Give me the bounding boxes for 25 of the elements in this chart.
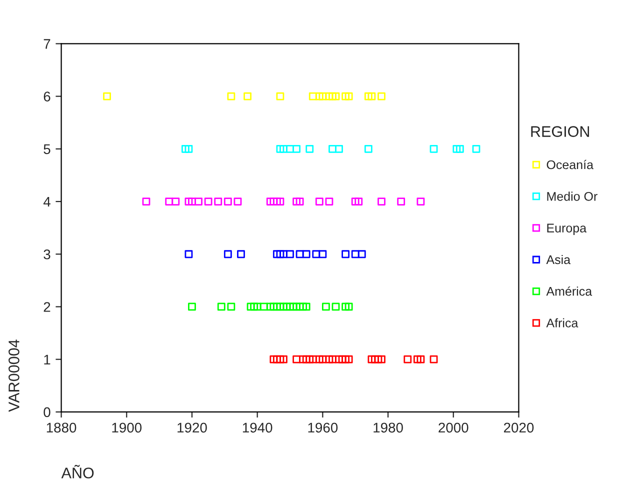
y-tick-label: 1 xyxy=(44,354,50,364)
y-axis-title: VAR00004 xyxy=(8,340,20,412)
x-tick-label: 1920 xyxy=(178,422,207,433)
y-tick-label: 6 xyxy=(44,92,50,102)
legend-label: Africa xyxy=(546,318,578,328)
x-tick-label: 2020 xyxy=(504,422,534,433)
x-tick-label: 1960 xyxy=(308,422,338,433)
y-tick-label: 7 xyxy=(44,39,50,49)
y-tick-label: 5 xyxy=(44,144,50,154)
y-tick-label: 3 xyxy=(44,249,50,260)
x-tick-label: 1900 xyxy=(112,422,142,433)
legend-title: REGION xyxy=(531,126,589,137)
x-tick-label: 2000 xyxy=(438,422,468,433)
y-tick-label: 0 xyxy=(44,407,50,418)
y-tick-label: 4 xyxy=(43,197,50,207)
y-tick-label: 2 xyxy=(44,302,50,312)
x-tick-label: 1940 xyxy=(242,422,272,433)
legend-label: América xyxy=(546,286,592,296)
x-tick-label: 1880 xyxy=(46,422,76,433)
legend-label: Medio Or xyxy=(547,192,598,201)
legend-label: Asia xyxy=(546,254,571,264)
legend-label: Oceanía xyxy=(546,160,594,170)
legend-label: Europa xyxy=(547,224,587,235)
x-tick-label: 1980 xyxy=(374,422,403,433)
x-axis-title: AÑO xyxy=(61,464,94,478)
